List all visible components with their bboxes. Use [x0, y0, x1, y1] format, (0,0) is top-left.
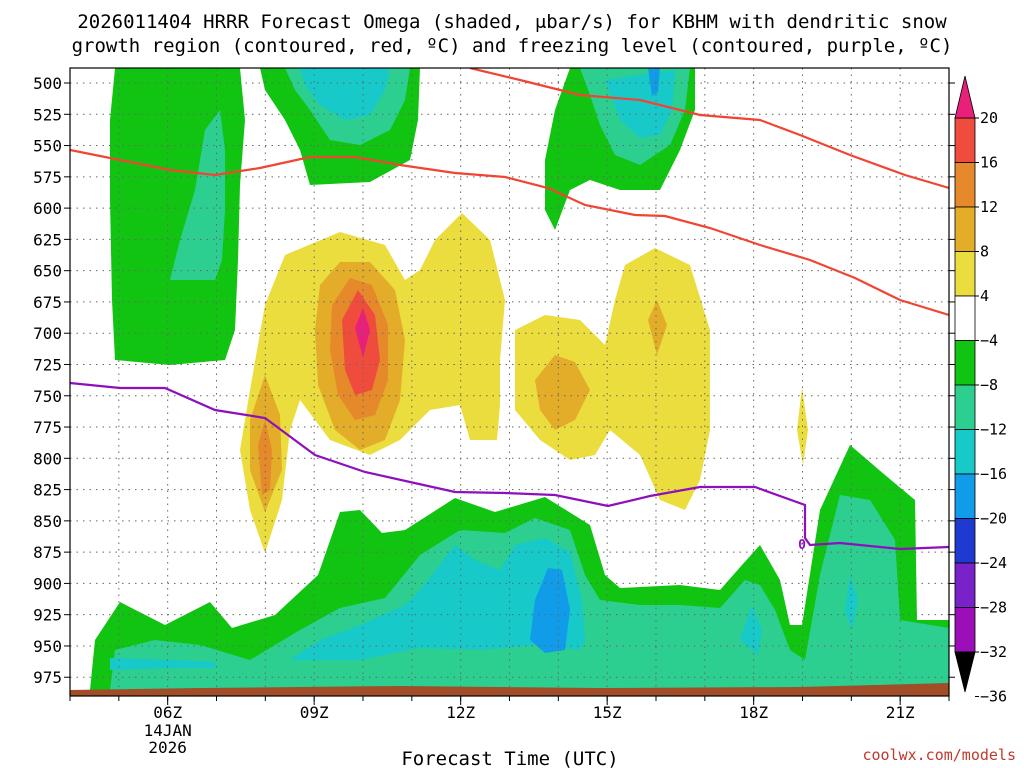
contours: 0	[70, 68, 949, 553]
x-tick-date-label: 2026	[148, 738, 187, 757]
y-tick-label: 600	[33, 199, 62, 218]
colorbar-tick-label: −4	[980, 332, 998, 350]
x-axis-label: Forecast Time (UTC)	[401, 748, 618, 768]
y-tick-label: 875	[33, 543, 62, 562]
omega-region-cyan	[290, 538, 585, 660]
omega-region-blue	[648, 68, 660, 96]
colorbar-tick-label: −8	[980, 376, 998, 394]
omega-region-cyan	[110, 658, 215, 670]
y-tick-label: 750	[33, 387, 62, 406]
chart-title-line-1: 2026011404 HRRR Forecast Omega (shaded, …	[77, 11, 947, 33]
colorbar-swatch	[954, 340, 976, 386]
y-tick-label: 850	[33, 512, 62, 531]
x-tick-label: 06Z	[153, 703, 182, 722]
omega-region-cyan	[740, 605, 762, 655]
colorbar-swatch	[954, 206, 976, 252]
x-tick-label: 09Z	[300, 703, 329, 722]
x-tick-label: 21Z	[886, 703, 915, 722]
colorbar-tick-label: −28	[980, 599, 1007, 617]
colorbar-swatch	[954, 162, 976, 208]
y-tick-label: 825	[33, 481, 62, 500]
credit-link[interactable]: coolwx.com/models	[862, 746, 1016, 764]
y-tick-label: 700	[33, 324, 62, 343]
x-tick-label: 12Z	[446, 703, 475, 722]
y-tick-label: 925	[33, 606, 62, 625]
x-tick-label: 18Z	[739, 703, 768, 722]
y-tick-label: 650	[33, 262, 62, 281]
y-tick-label: 775	[33, 418, 62, 437]
omega-region-green	[110, 68, 245, 365]
colorbar-tick-label: 8	[980, 243, 989, 261]
colorbar-swatch	[954, 473, 976, 519]
freezing-level-contour-label: 0	[798, 538, 806, 553]
y-tick-label: 800	[33, 449, 62, 468]
colorbar-swatch	[954, 607, 976, 653]
colorbar-swatch	[954, 518, 976, 564]
colorbar-tick-label: −32	[980, 643, 1007, 661]
chart-title-line-2: growth region (contoured, red, ºC) and f…	[72, 35, 953, 57]
y-tick-label: 575	[33, 168, 62, 187]
colorbar-tick-label: 12	[980, 198, 998, 216]
colorbar-tick-label: −24	[980, 554, 1007, 572]
colorbar-swatch	[954, 562, 976, 608]
x-tick-date-label: 14JAN	[144, 721, 192, 740]
omega-region-cyan	[300, 68, 390, 120]
colorbar-tick-label: 16	[980, 154, 998, 172]
colorbar-tick-label: −36	[980, 688, 1007, 706]
colorbar-tick-label: −20	[980, 510, 1007, 528]
colorbar-swatch	[954, 384, 976, 430]
y-tick-label: 550	[33, 137, 62, 156]
omega-shading	[70, 68, 949, 696]
omega-region-light-orange	[535, 355, 590, 430]
terrain-ground	[70, 683, 949, 696]
colorbar-tick-label: −12	[980, 421, 1007, 439]
colorbar-top-arrow	[954, 75, 976, 119]
freezing-level-contour	[70, 381, 949, 551]
y-tick-label: 725	[33, 355, 62, 374]
colorbar-tick-label: 20	[980, 109, 998, 127]
omega-region-orange	[258, 420, 272, 495]
colorbar-swatch	[954, 251, 976, 297]
colorbar-tick-label: −16	[980, 465, 1007, 483]
y-axis: 500 525 550 575 600 625 650 675 700 725 750 775 800 8…	[33, 74, 955, 687]
colorbar: 20 16 12 8 4 −4 −8 −12 −16 −20 −24 −28 −32 −36	[954, 75, 1007, 706]
y-tick-label: 975	[33, 668, 62, 687]
y-tick-label: 525	[33, 105, 62, 124]
y-tick-label: 900	[33, 574, 62, 593]
y-tick-label: 950	[33, 637, 62, 656]
y-tick-label: 675	[33, 293, 62, 312]
omega-region-teal	[170, 110, 225, 280]
colorbar-swatch	[954, 295, 976, 341]
dendritic-contour-upper	[469, 68, 949, 190]
y-tick-label: 500	[33, 74, 62, 93]
colorbar-swatch	[954, 117, 976, 163]
x-tick-label: 15Z	[593, 703, 622, 722]
colorbar-tick-label: 4	[980, 287, 989, 305]
omega-region-light-orange	[648, 300, 667, 355]
omega-region-blue	[530, 568, 570, 653]
colorbar-swatch	[954, 429, 976, 475]
colorbar-bottom-arrow	[954, 651, 976, 693]
dendritic-contour-lower	[70, 148, 949, 317]
y-tick-label: 625	[33, 230, 62, 249]
